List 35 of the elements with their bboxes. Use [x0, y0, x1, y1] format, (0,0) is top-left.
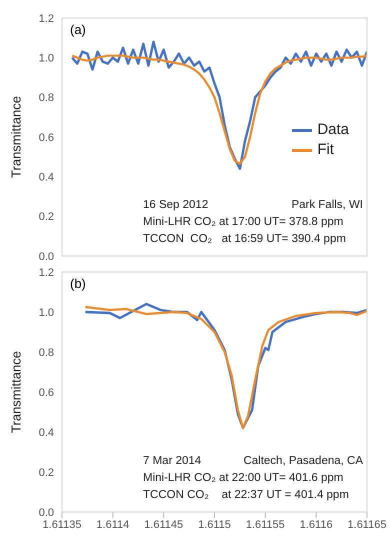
y-tick-label: 1.2 [38, 266, 54, 279]
annotation: Mini-LHR CO₂ at 17:00 UT= 378.8 ppm [143, 215, 344, 230]
y-tick-label: 0.0 [38, 250, 54, 263]
annotation: (a) [70, 22, 86, 37]
x-tick-label: 1.61135 [42, 518, 82, 531]
y-tick-label: 0.4 [38, 426, 54, 439]
y-tick-label: 0.0 [38, 506, 54, 519]
x-tick-label: 1.61145 [144, 518, 184, 531]
annotation: 7 Mar 2014 [143, 454, 202, 469]
x-tick-label: 1.61155 [246, 518, 285, 531]
y-axis-title: Transmittance [8, 96, 24, 178]
annotation: (b) [70, 276, 86, 291]
y-tick-label: 0.4 [38, 172, 54, 184]
x-tick-label: 1.6116 [300, 518, 333, 531]
y-axis-title: Transmittance [8, 351, 24, 433]
annotation: Park Falls, WI [291, 198, 363, 213]
y-tick-label: 0.8 [38, 92, 54, 104]
x-tick-label: 1.6115 [198, 518, 231, 531]
x-tick-label: 1.61165 [348, 518, 386, 531]
y-tick-label: 0.2 [38, 466, 54, 479]
legend-label: Data [317, 120, 349, 140]
y-tick-label: 0.8 [38, 346, 54, 359]
annotation: Caltech, Pasadena, CA [243, 454, 363, 469]
y-tick-label: 0.2 [38, 211, 54, 224]
legend-label: Fit [317, 140, 334, 160]
y-tick-label: 1.0 [38, 52, 54, 65]
annotation: TCCON CO₂ at 22:37 UT = 401.4 ppm [143, 488, 350, 503]
y-tick-label: 0.6 [38, 132, 54, 144]
y-tick-label: 1.0 [38, 306, 54, 319]
annotation: Mini-LHR CO₂ at 22:00 UT= 401.6 ppm [143, 471, 344, 486]
annotation: 16 Sep 2012 [143, 198, 208, 213]
x-tick-label: 1.6114 [96, 518, 130, 531]
y-tick-label: 0.6 [38, 386, 54, 399]
annotation: TCCON CO₂ at 16:59 UT= 390.4 ppm [143, 232, 347, 247]
y-tick-label: 1.2 [38, 12, 54, 25]
